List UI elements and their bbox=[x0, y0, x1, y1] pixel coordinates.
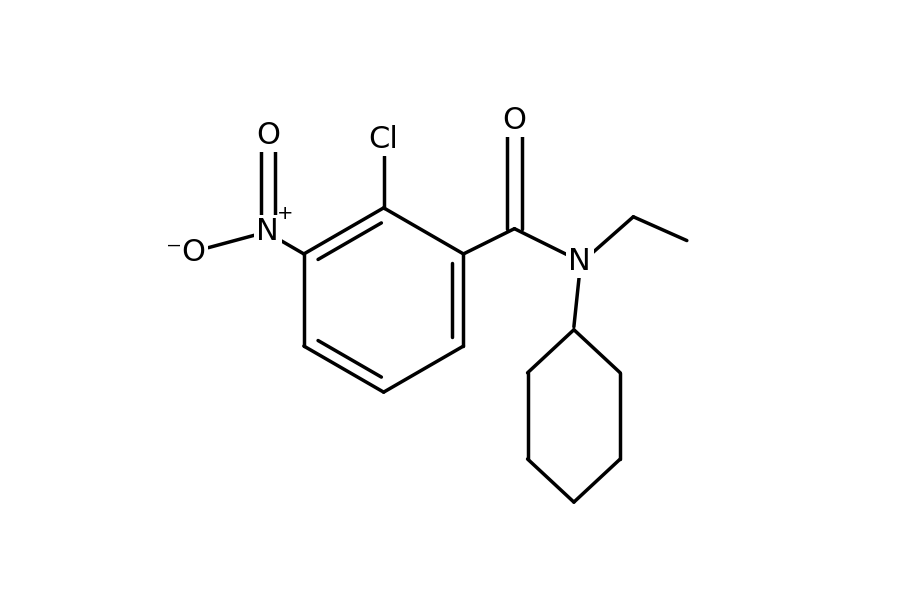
Text: O: O bbox=[502, 106, 527, 135]
Text: N: N bbox=[569, 247, 592, 276]
Text: ⁻O: ⁻O bbox=[166, 238, 206, 267]
Text: N: N bbox=[257, 217, 279, 246]
Text: +: + bbox=[278, 205, 294, 223]
Text: Cl: Cl bbox=[369, 125, 399, 154]
Text: O: O bbox=[256, 121, 279, 150]
